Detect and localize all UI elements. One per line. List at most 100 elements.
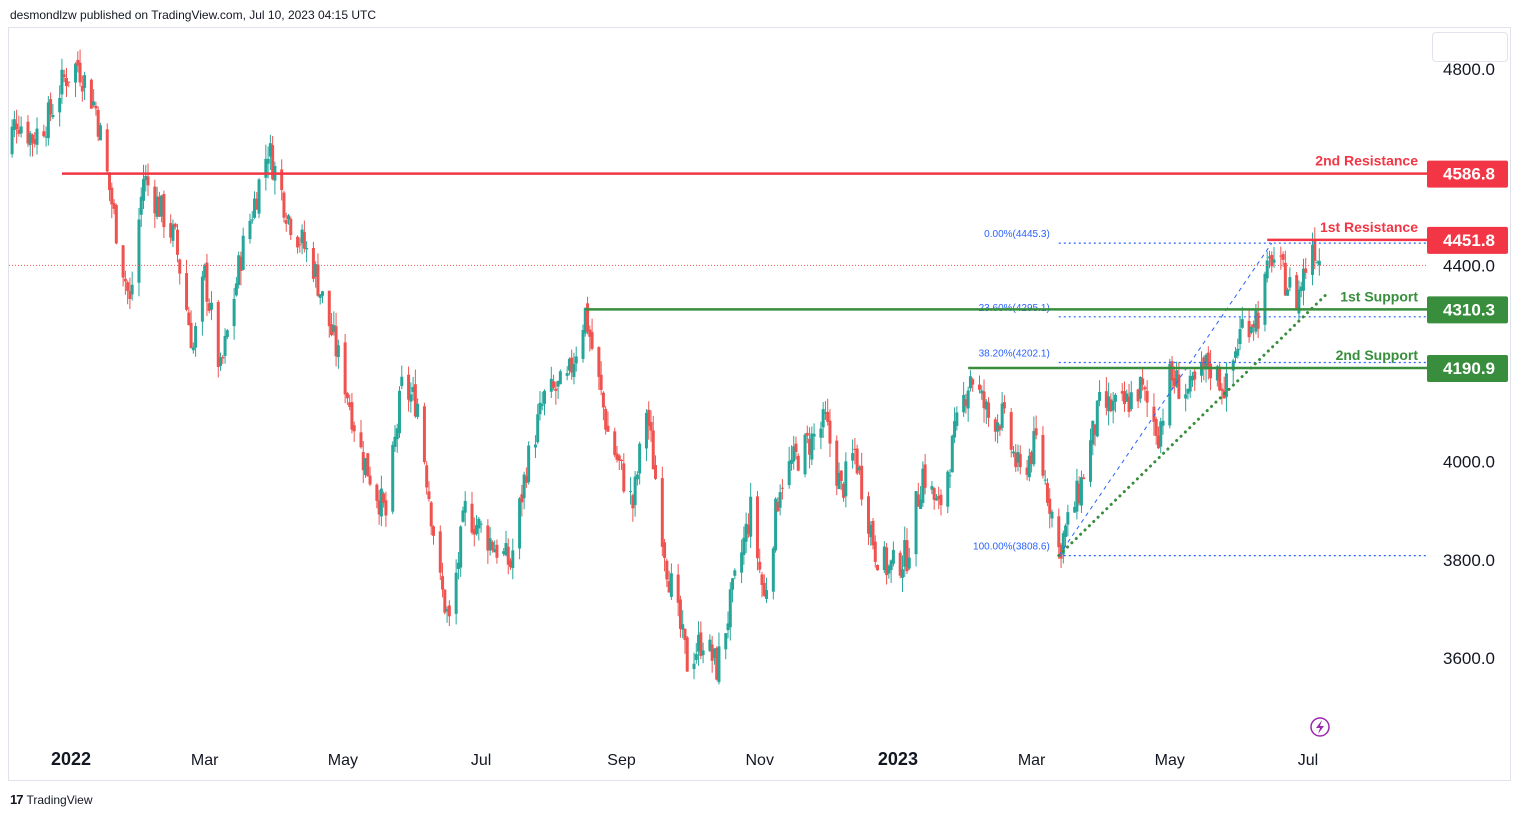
candle [549, 366, 553, 398]
candle [1231, 358, 1235, 385]
candle [663, 538, 667, 572]
candle [1018, 445, 1022, 475]
candle [1152, 393, 1156, 436]
candle [1066, 504, 1070, 537]
candle [416, 398, 420, 420]
candle [694, 643, 698, 664]
candle [819, 421, 823, 450]
candle [808, 427, 812, 469]
scale-toggle-button[interactable] [1432, 32, 1508, 62]
candle [318, 294, 322, 305]
candle [1109, 393, 1113, 413]
candle [382, 491, 386, 508]
candle [139, 187, 143, 228]
candle [241, 227, 245, 271]
level-price-tag [1427, 160, 1508, 188]
candle [411, 376, 415, 401]
candle [495, 539, 499, 564]
candle [916, 482, 920, 508]
candle [1050, 509, 1054, 528]
candle [919, 486, 923, 509]
candle [1170, 356, 1174, 390]
level-price-tag [1427, 296, 1508, 324]
candle [857, 465, 861, 475]
footer-brand[interactable]: 17 TradingView [10, 792, 93, 807]
candle [667, 570, 671, 593]
candle [726, 611, 730, 639]
candle [615, 446, 619, 463]
candle [336, 339, 340, 369]
y-axis[interactable]: 4800.0 4400.0 4000.0 3800.0 3600.0 [1443, 60, 1495, 668]
candle [207, 298, 211, 314]
candle [921, 461, 925, 507]
candle [712, 647, 716, 665]
candle [1073, 501, 1077, 513]
candle [205, 253, 209, 316]
candle [400, 365, 404, 390]
candle [1122, 381, 1126, 412]
candle [556, 380, 560, 399]
candle [422, 402, 426, 465]
candle [604, 406, 608, 435]
x-tick-label: May [328, 752, 358, 769]
candle [524, 467, 528, 488]
level-price-label: 4586.8 [1443, 165, 1495, 184]
candle [823, 400, 827, 420]
candle [1168, 358, 1172, 429]
candle [907, 547, 911, 571]
candle [463, 491, 467, 527]
candle [1315, 260, 1319, 264]
candle [253, 191, 257, 220]
lightning-icon[interactable] [1310, 717, 1330, 737]
candle [701, 642, 705, 664]
candle [1048, 488, 1052, 529]
candle [948, 468, 952, 488]
candle [1281, 251, 1285, 267]
fib-retracement[interactable]: 0.00%(4445.3)23.60%(4295.1)38.20%(4202.1… [973, 229, 1427, 557]
support-trendline[interactable] [1057, 290, 1330, 558]
candle [622, 453, 626, 494]
candle [1025, 459, 1029, 481]
candle [871, 518, 875, 550]
candle [187, 306, 191, 326]
candle [92, 89, 96, 108]
candle [509, 558, 513, 570]
candle [232, 287, 236, 340]
candle [171, 219, 175, 247]
candle [794, 436, 798, 460]
candle [554, 381, 558, 405]
candle [282, 190, 286, 223]
candle [209, 291, 213, 321]
candle [26, 115, 30, 147]
candle [76, 51, 80, 73]
candle [937, 486, 941, 510]
candle [601, 391, 605, 421]
candle [1113, 393, 1117, 413]
candle [740, 539, 744, 584]
x-tick-label: Mar [1018, 752, 1046, 769]
x-tick-label: Jul [471, 752, 491, 769]
candle [837, 462, 841, 490]
candle [1283, 250, 1287, 297]
candle [284, 212, 288, 232]
candle [486, 519, 490, 564]
candle [348, 394, 352, 411]
candle [1032, 416, 1036, 467]
candle [477, 516, 481, 541]
candle [368, 466, 372, 487]
candle [221, 354, 225, 365]
candle [1107, 382, 1111, 426]
candle [1089, 428, 1093, 487]
candle [1295, 271, 1299, 311]
candle [311, 241, 315, 283]
candle [1279, 246, 1283, 270]
candle [1311, 232, 1315, 286]
candle [83, 71, 87, 101]
candle [649, 410, 653, 442]
candle [887, 564, 891, 579]
candle [257, 178, 261, 219]
candle [298, 237, 302, 253]
candle [60, 58, 64, 104]
x-axis[interactable]: 2022 Mar May Jul Sep Nov 2023 Mar May Jul [51, 749, 1318, 769]
